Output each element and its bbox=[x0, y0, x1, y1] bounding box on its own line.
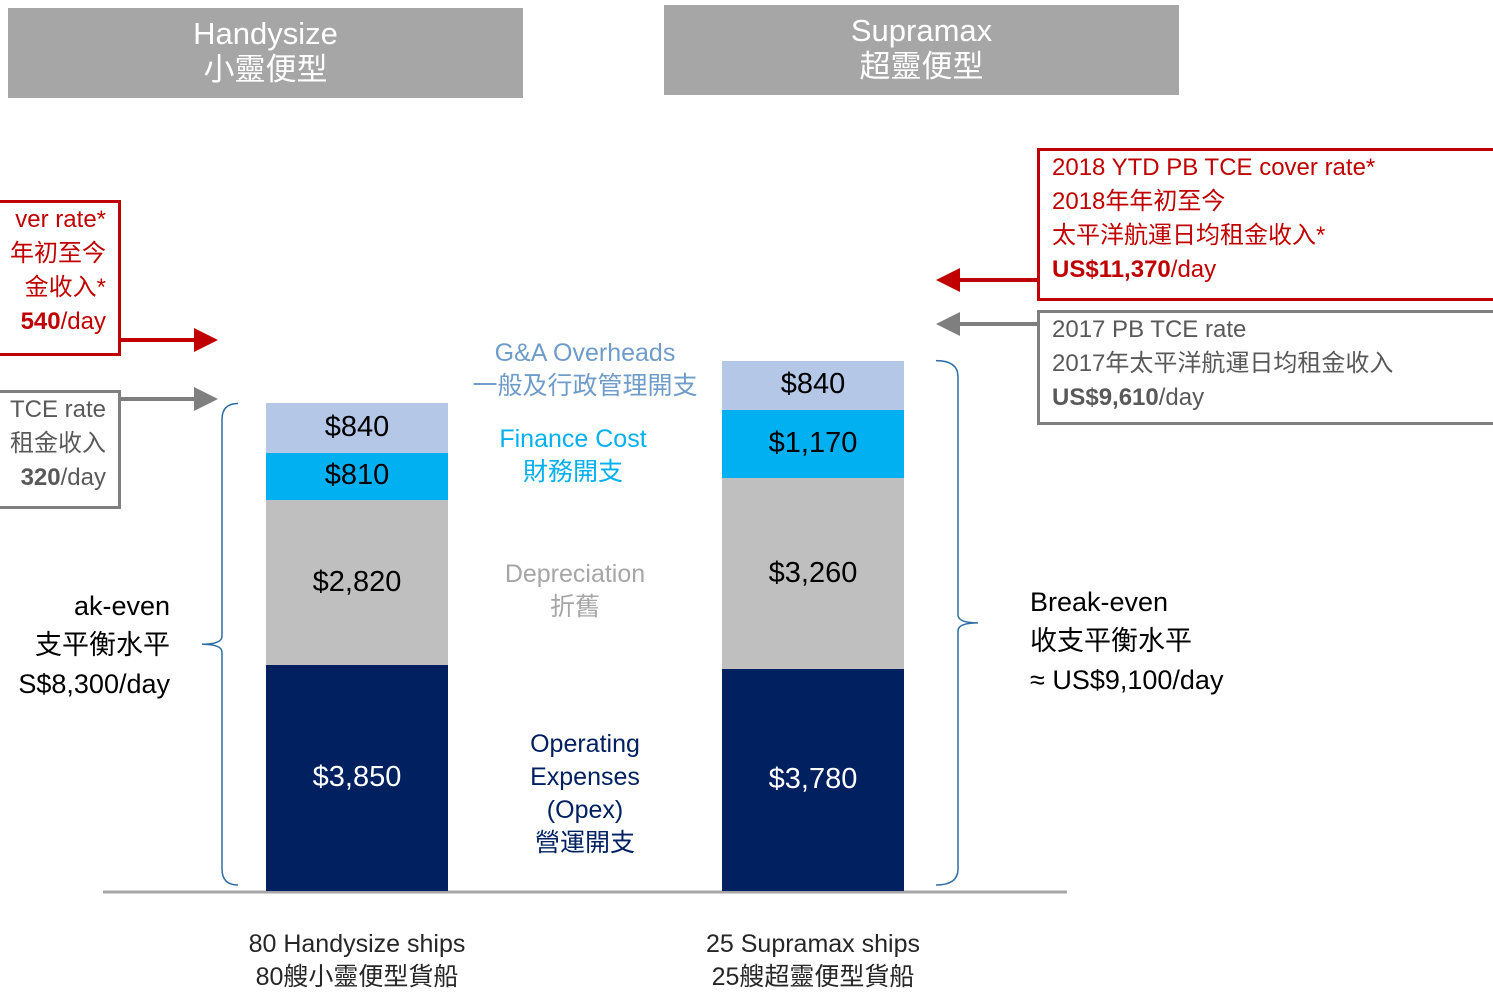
box-unit: /day bbox=[1170, 256, 1217, 283]
series-name-zh: 一般及行政管理開支 bbox=[472, 372, 698, 400]
series-label: Operating Expenses (Opex) 營運開支 bbox=[515, 728, 655, 860]
header-en: Supramax bbox=[850, 13, 993, 48]
series-label: G&A Overheads 一般及行政管理開支 bbox=[435, 337, 735, 403]
value-label: $3,850 bbox=[312, 761, 402, 794]
box-line: 320/day bbox=[5, 461, 106, 495]
header: Handysize 小靈便型 bbox=[8, 8, 523, 98]
cover-rate-box: ver rate* 年初至今金收入* 540/day bbox=[0, 200, 121, 356]
series-name: Finance Cost bbox=[499, 425, 647, 453]
box-line: 540/day bbox=[5, 305, 106, 339]
value-label: $3,780 bbox=[768, 763, 858, 796]
box-value: US$11,370 bbox=[1052, 256, 1171, 283]
series-name: G&A Overheads bbox=[494, 339, 676, 367]
tce-rate-box: 2017 PB TCE rate 2017年太平洋航運日均租金收入 US$9,610… bbox=[1037, 310, 1493, 425]
box-line: 太平洋航運日均租金收入* bbox=[1052, 222, 1326, 249]
box-line: US$11,370/day bbox=[1052, 253, 1492, 287]
box-line: ver rate* bbox=[15, 206, 106, 233]
break-even-line: Break-even bbox=[1030, 587, 1169, 617]
category-label: 80艘小靈便型貨船 bbox=[255, 963, 459, 991]
box-line: US$9,610/day bbox=[1052, 381, 1492, 415]
box-unit: /day bbox=[60, 308, 106, 335]
break-even: ak-even 支平衡水平 S$8,300/day bbox=[18, 587, 170, 704]
bar-segment bbox=[266, 452, 448, 501]
box-unit: /day bbox=[1158, 384, 1205, 411]
box-value: 540 bbox=[20, 308, 61, 335]
bar-segment bbox=[266, 500, 448, 666]
box-value: US$9,610 bbox=[1052, 384, 1159, 411]
series-name: Operating Expenses (Opex) bbox=[530, 730, 640, 824]
value-label: $840 bbox=[324, 411, 390, 444]
break-even-line: ≈ US$9,100/day bbox=[1030, 665, 1224, 695]
box-line: 2018年年初至今 bbox=[1052, 188, 1226, 215]
bar-segment bbox=[722, 669, 904, 891]
category-label: 25 Supramax ships bbox=[705, 930, 920, 958]
series-label: Depreciation 折舊 bbox=[445, 558, 705, 624]
bar-segment bbox=[266, 665, 448, 891]
box-line: 租金收入 bbox=[10, 430, 106, 457]
header-zh: 小靈便型 bbox=[203, 52, 328, 87]
value-label: $810 bbox=[324, 459, 390, 492]
break-even-line: S$8,300/day bbox=[18, 669, 170, 699]
header-zh: 超靈便型 bbox=[859, 49, 984, 84]
header-en: Handysize bbox=[193, 16, 338, 51]
bar-segment bbox=[722, 478, 904, 670]
bar-segment bbox=[266, 403, 448, 453]
series-name-zh: 營運開支 bbox=[534, 829, 635, 857]
box-line: TCE rate bbox=[9, 396, 106, 423]
value-label: $3,260 bbox=[768, 556, 858, 589]
value-label: $2,820 bbox=[312, 565, 402, 598]
tce-rate-box: TCE rate 租金收入 320/day bbox=[0, 390, 121, 509]
break-even-line: ak-even bbox=[73, 591, 170, 621]
bracket bbox=[935, 359, 979, 886]
break-even-line: 支平衡水平 bbox=[35, 630, 170, 660]
value-label: $1,170 bbox=[768, 427, 858, 460]
series-name: Depreciation bbox=[504, 560, 646, 588]
box-line: 2017 PB TCE rate bbox=[1052, 316, 1247, 343]
series-label: Finance Cost 財務開支 bbox=[443, 423, 703, 489]
box-line: 金收入* bbox=[24, 274, 106, 301]
box-value: 320 bbox=[20, 464, 61, 491]
value-label: $840 bbox=[780, 368, 846, 401]
series-name-zh: 折舊 bbox=[549, 593, 600, 621]
cover-rate-box: 2018 YTD PB TCE cover rate* 2018年年初至今太平洋航… bbox=[1037, 148, 1493, 301]
header: Supramax 超靈便型 bbox=[664, 5, 1179, 95]
bar-segment bbox=[722, 360, 904, 410]
break-even: Break-even 收支平衡水平 ≈ US$9,100/day bbox=[1030, 583, 1223, 700]
box-unit: /day bbox=[60, 464, 106, 491]
bar-segment bbox=[722, 409, 904, 479]
series-name-zh: 財務開支 bbox=[522, 458, 623, 486]
bracket bbox=[201, 402, 239, 886]
category-label: 80 Handysize ships bbox=[248, 930, 466, 958]
box-line: 2018 YTD PB TCE cover rate* bbox=[1052, 154, 1376, 181]
box-line: 年初至今 bbox=[10, 240, 106, 267]
break-even-line: 收支平衡水平 bbox=[1030, 626, 1192, 656]
box-line: 2017年太平洋航運日均租金收入 bbox=[1052, 350, 1394, 377]
category-label: 25艘超靈便型貨船 bbox=[711, 963, 915, 991]
